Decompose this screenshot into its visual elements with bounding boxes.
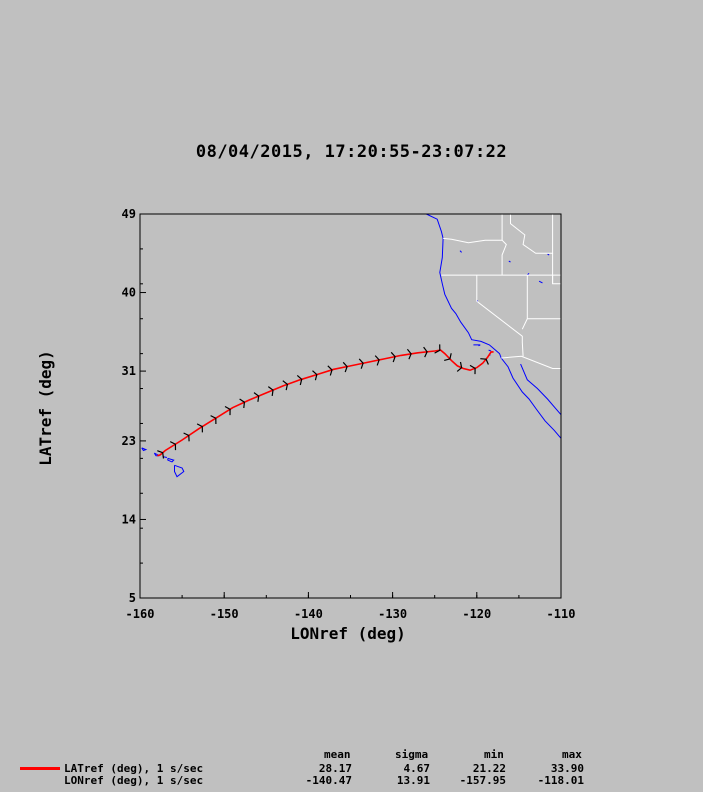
legend-swatch-latref [20, 767, 60, 770]
direction-arrow-mark [327, 365, 333, 376]
stats-row-sigma: 4.67 [403, 762, 431, 775]
direction-arrow-mark [434, 344, 441, 354]
state-border [476, 275, 524, 357]
x-tick-label: -150 [210, 607, 239, 621]
x-tick-label: -160 [126, 607, 155, 621]
y-tick-label: 23 [122, 434, 136, 448]
stats-row-label: LONref (deg), 1 s/sec [64, 774, 204, 787]
hawaii-island [174, 464, 185, 478]
direction-arrow-mark [456, 361, 463, 372]
stats-row-max: -118.01 [537, 774, 584, 787]
direction-arrow-mark [423, 346, 428, 358]
y-axis-label: LATref (deg) [36, 350, 55, 466]
plot-frame [139, 213, 562, 599]
lake [459, 250, 462, 253]
stats-table: mean sigma min max LATref (deg), 1 s/sec… [0, 746, 703, 792]
hawaii-island [141, 447, 148, 452]
channel-island [473, 344, 481, 347]
x-tick-label: -140 [294, 607, 323, 621]
stats-row-max: 33.90 [550, 762, 584, 775]
lake [538, 280, 543, 284]
direction-arrow-mark [282, 380, 289, 391]
stats-header-min: min [484, 748, 504, 761]
direction-arrow-mark [196, 423, 203, 433]
channel-island [488, 349, 492, 352]
direction-arrow-mark [210, 415, 217, 425]
hawaii-island [167, 457, 175, 463]
direction-arrow-mark [169, 441, 177, 451]
map-layer [141, 213, 562, 478]
state-border [443, 237, 503, 244]
x-axis-label: LONref (deg) [290, 624, 406, 643]
direction-arrow-mark [480, 358, 489, 365]
stats-row-label: LATref (deg), 1 s/sec [64, 762, 204, 775]
direction-arrow-mark [406, 348, 412, 360]
y-tick-label: 5 [129, 591, 136, 605]
state-border [521, 275, 528, 330]
stats-row-min: 21.22 [472, 762, 506, 775]
direction-arrow-mark [390, 351, 396, 363]
x-tick-label: -120 [462, 607, 491, 621]
direction-arrow-mark [374, 355, 380, 366]
direction-arrow-mark [183, 432, 190, 442]
stats-row-mean: 28.17 [318, 762, 352, 775]
x-tick-label: -110 [547, 607, 576, 621]
chart-title: 08/04/2015, 17:20:55-23:07:22 [195, 142, 508, 162]
stats-header-sigma: sigma [395, 748, 429, 761]
stats-header-max: max [562, 748, 582, 761]
direction-arrow-mark [444, 353, 452, 361]
axes-layer: -160 -150 -140 -130 -120 -110 49 40 31 23 14 5 [122, 207, 576, 621]
stats-row-sigma: 13.91 [396, 774, 430, 787]
state-border [510, 214, 554, 254]
direction-arrow-mark [342, 361, 348, 373]
direction-arrow-mark [253, 392, 260, 402]
direction-arrow-mark [239, 398, 246, 409]
direction-arrow-mark [469, 364, 476, 375]
direction-arrow-mark [267, 386, 274, 396]
direction-arrow-mark [312, 370, 318, 381]
direction-arrow-mark [358, 358, 364, 369]
lake [508, 260, 511, 263]
lake [547, 253, 550, 256]
state-border [552, 253, 561, 285]
y-tick-label: 49 [122, 207, 136, 221]
direction-arrow-mark [157, 450, 165, 459]
direction-arrow-mark [224, 405, 231, 416]
state-border [501, 355, 561, 369]
gulf-coastline [520, 363, 562, 416]
y-tick-label: 31 [122, 364, 136, 378]
series-line-latref [157, 349, 494, 457]
stats-row-mean: -140.47 [305, 774, 352, 787]
x-tick-label: -130 [378, 607, 407, 621]
direction-arrow-mark [296, 374, 303, 386]
stats-row-min: -157.95 [459, 774, 506, 787]
state-border [501, 214, 507, 276]
flight-track-layer [157, 344, 494, 459]
y-tick-label: 14 [122, 512, 136, 526]
y-tick-label: 40 [122, 286, 136, 300]
stats-header-mean: mean [324, 748, 351, 761]
coastline [426, 213, 562, 439]
